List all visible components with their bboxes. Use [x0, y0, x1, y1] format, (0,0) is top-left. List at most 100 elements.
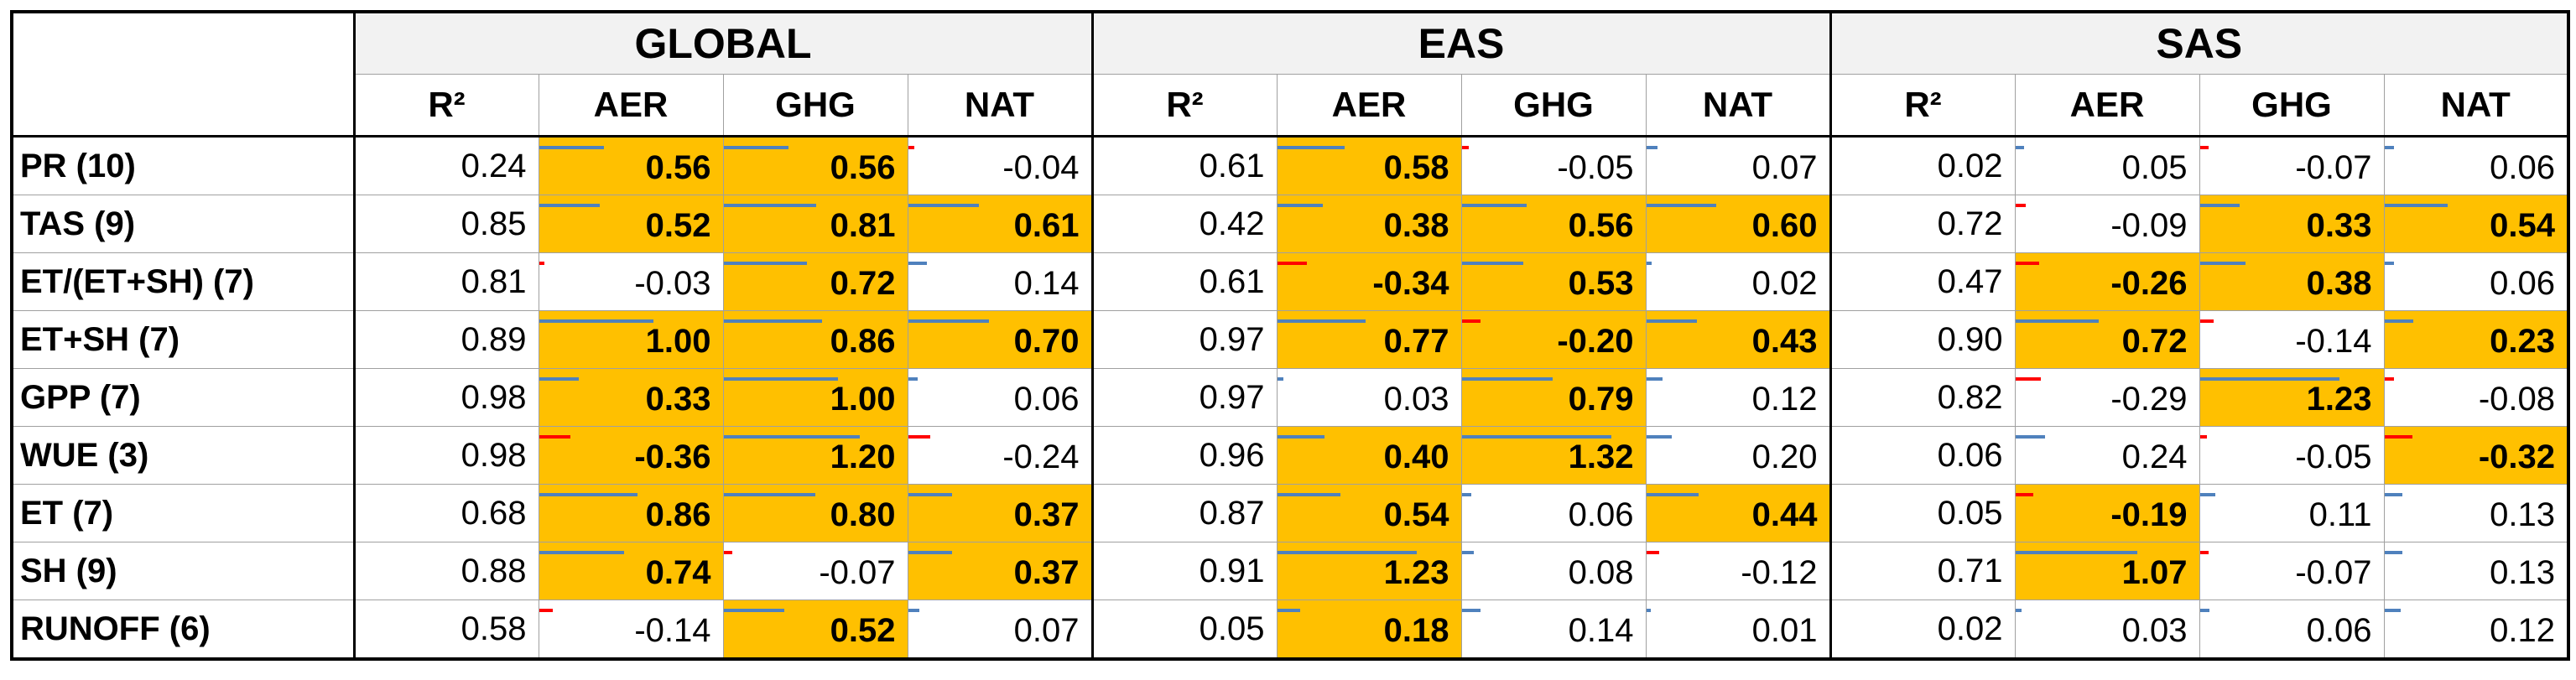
value-cell: 0.86	[722, 310, 908, 369]
cell-value: 0.18	[1383, 611, 1449, 649]
data-bar	[2200, 434, 2208, 439]
cell-value: 0.72	[1937, 205, 2003, 242]
cell-value: 0.71	[1937, 552, 2003, 589]
value-cell: 0.96	[1090, 426, 1278, 485]
data-bar	[539, 261, 545, 265]
data-bar	[2016, 261, 2039, 265]
cell-value: 0.68	[461, 494, 527, 532]
row-label: WUE (3)	[11, 426, 355, 485]
value-cell: 0.52	[538, 195, 724, 253]
value-cell: 0.07	[907, 600, 1093, 660]
column-header-row: R² AER GHG NAT R² AER GHG NAT R² AER GHG NAT	[12, 74, 2569, 138]
data-row: GPP (7) 0.98 0.33 1.00 0.06 0.97 0.03 0.79 0.12 0…	[11, 368, 2569, 427]
data-bar	[2385, 203, 2448, 207]
value-cell: 0.54	[1276, 484, 1462, 542]
cell-value: 0.72	[830, 264, 896, 302]
cell-value: 0.47	[1937, 262, 2003, 300]
value-cell: 0.43	[1645, 310, 1831, 369]
cell-value: 0.20	[1751, 438, 1818, 475]
data-bar	[2385, 319, 2413, 323]
cell-value: 0.07	[1013, 611, 1080, 649]
cell-value: 0.06	[2490, 264, 2555, 302]
cell-value: 0.01	[1751, 611, 1818, 649]
cell-value: -0.05	[2295, 438, 2372, 475]
region-header: EAS	[1090, 11, 1831, 75]
value-cell: 0.12	[2383, 600, 2569, 660]
cell-value: 0.97	[1199, 320, 1265, 358]
value-cell: 0.06	[1460, 484, 1647, 542]
value-cell: 0.81	[352, 252, 539, 311]
data-bar	[908, 376, 919, 381]
cell-value: 0.58	[461, 610, 527, 647]
value-cell: -0.03	[538, 252, 724, 311]
value-cell: 0.91	[1090, 542, 1278, 600]
value-cell: 0.06	[2383, 252, 2569, 311]
value-cell: 0.37	[907, 484, 1093, 542]
data-bar	[1462, 550, 1475, 554]
value-cell: -0.07	[2199, 542, 2385, 600]
data-bar	[2385, 434, 2413, 439]
value-cell: -0.14	[538, 600, 724, 660]
data-bar	[2200, 492, 2216, 496]
value-cell: 0.44	[1645, 484, 1831, 542]
cell-value: 0.80	[830, 496, 896, 533]
cell-value: 0.61	[1199, 262, 1265, 300]
cell-value: 0.77	[1383, 322, 1449, 360]
region-header: SAS	[1829, 11, 2569, 75]
value-cell: 0.38	[1276, 195, 1462, 253]
data-bar	[1647, 492, 1699, 496]
data-bar	[539, 492, 638, 496]
cell-value: 0.02	[1937, 147, 2003, 184]
data-bar	[908, 319, 989, 323]
value-cell: 0.23	[2383, 310, 2569, 369]
data-bar	[539, 203, 601, 207]
data-bar	[1647, 608, 1651, 612]
data-bar	[908, 261, 927, 265]
value-cell: 0.72	[722, 252, 908, 311]
value-cell: 0.07	[1645, 136, 1831, 195]
value-cell: 0.97	[1090, 310, 1278, 369]
cell-value: 0.74	[645, 553, 711, 591]
value-cell: 0.89	[352, 310, 539, 369]
cell-value: 0.24	[461, 147, 527, 184]
value-cell: 0.38	[2199, 252, 2385, 311]
cell-value: 0.08	[1568, 553, 1634, 591]
cell-value: 0.89	[461, 320, 527, 358]
data-bar	[2385, 145, 2395, 149]
cell-value: 1.07	[2121, 553, 2188, 591]
value-cell: 0.53	[1460, 252, 1647, 311]
cell-value: 0.13	[2490, 496, 2555, 533]
cell-value: 0.82	[1937, 378, 2003, 416]
data-bar	[1278, 261, 1307, 265]
cell-value: 0.05	[1199, 610, 1265, 647]
value-cell: -0.09	[2014, 195, 2200, 253]
data-bar	[1462, 492, 1472, 496]
cell-value: -0.19	[2110, 496, 2188, 533]
data-bar	[2016, 145, 2025, 149]
data-bar	[1462, 608, 1481, 612]
value-cell: 0.03	[2014, 600, 2200, 660]
data-bar	[2016, 319, 2099, 323]
data-row: PR (10) 0.24 0.56 0.56 -0.04 0.61 0.58 -0.05 0.0…	[11, 136, 2569, 195]
column-header: GHG	[2199, 74, 2385, 138]
cell-value: 0.37	[1013, 496, 1080, 533]
cell-value: 0.98	[461, 378, 527, 416]
value-cell: 0.05	[1090, 600, 1278, 660]
value-cell: 1.23	[1276, 542, 1462, 600]
value-cell: -0.29	[2014, 368, 2200, 427]
data-bar	[1462, 145, 1470, 149]
cell-value: 0.87	[1199, 494, 1265, 532]
data-row: ET+SH (7) 0.89 1.00 0.86 0.70 0.97 0.77 -0.20 0.…	[11, 310, 2569, 369]
data-bar	[908, 492, 953, 496]
data-bar	[2016, 376, 2042, 381]
data-bar	[539, 434, 570, 439]
value-cell: 0.58	[1276, 136, 1462, 195]
cell-value: 0.52	[830, 611, 896, 649]
data-bar	[908, 550, 953, 554]
row-label: ET+SH (7)	[11, 310, 355, 369]
value-cell: -0.34	[1276, 252, 1462, 311]
value-cell: 0.02	[1645, 252, 1831, 311]
value-cell: 0.05	[1829, 484, 2016, 542]
data-bar	[539, 608, 554, 612]
cell-value: 0.86	[830, 322, 896, 360]
